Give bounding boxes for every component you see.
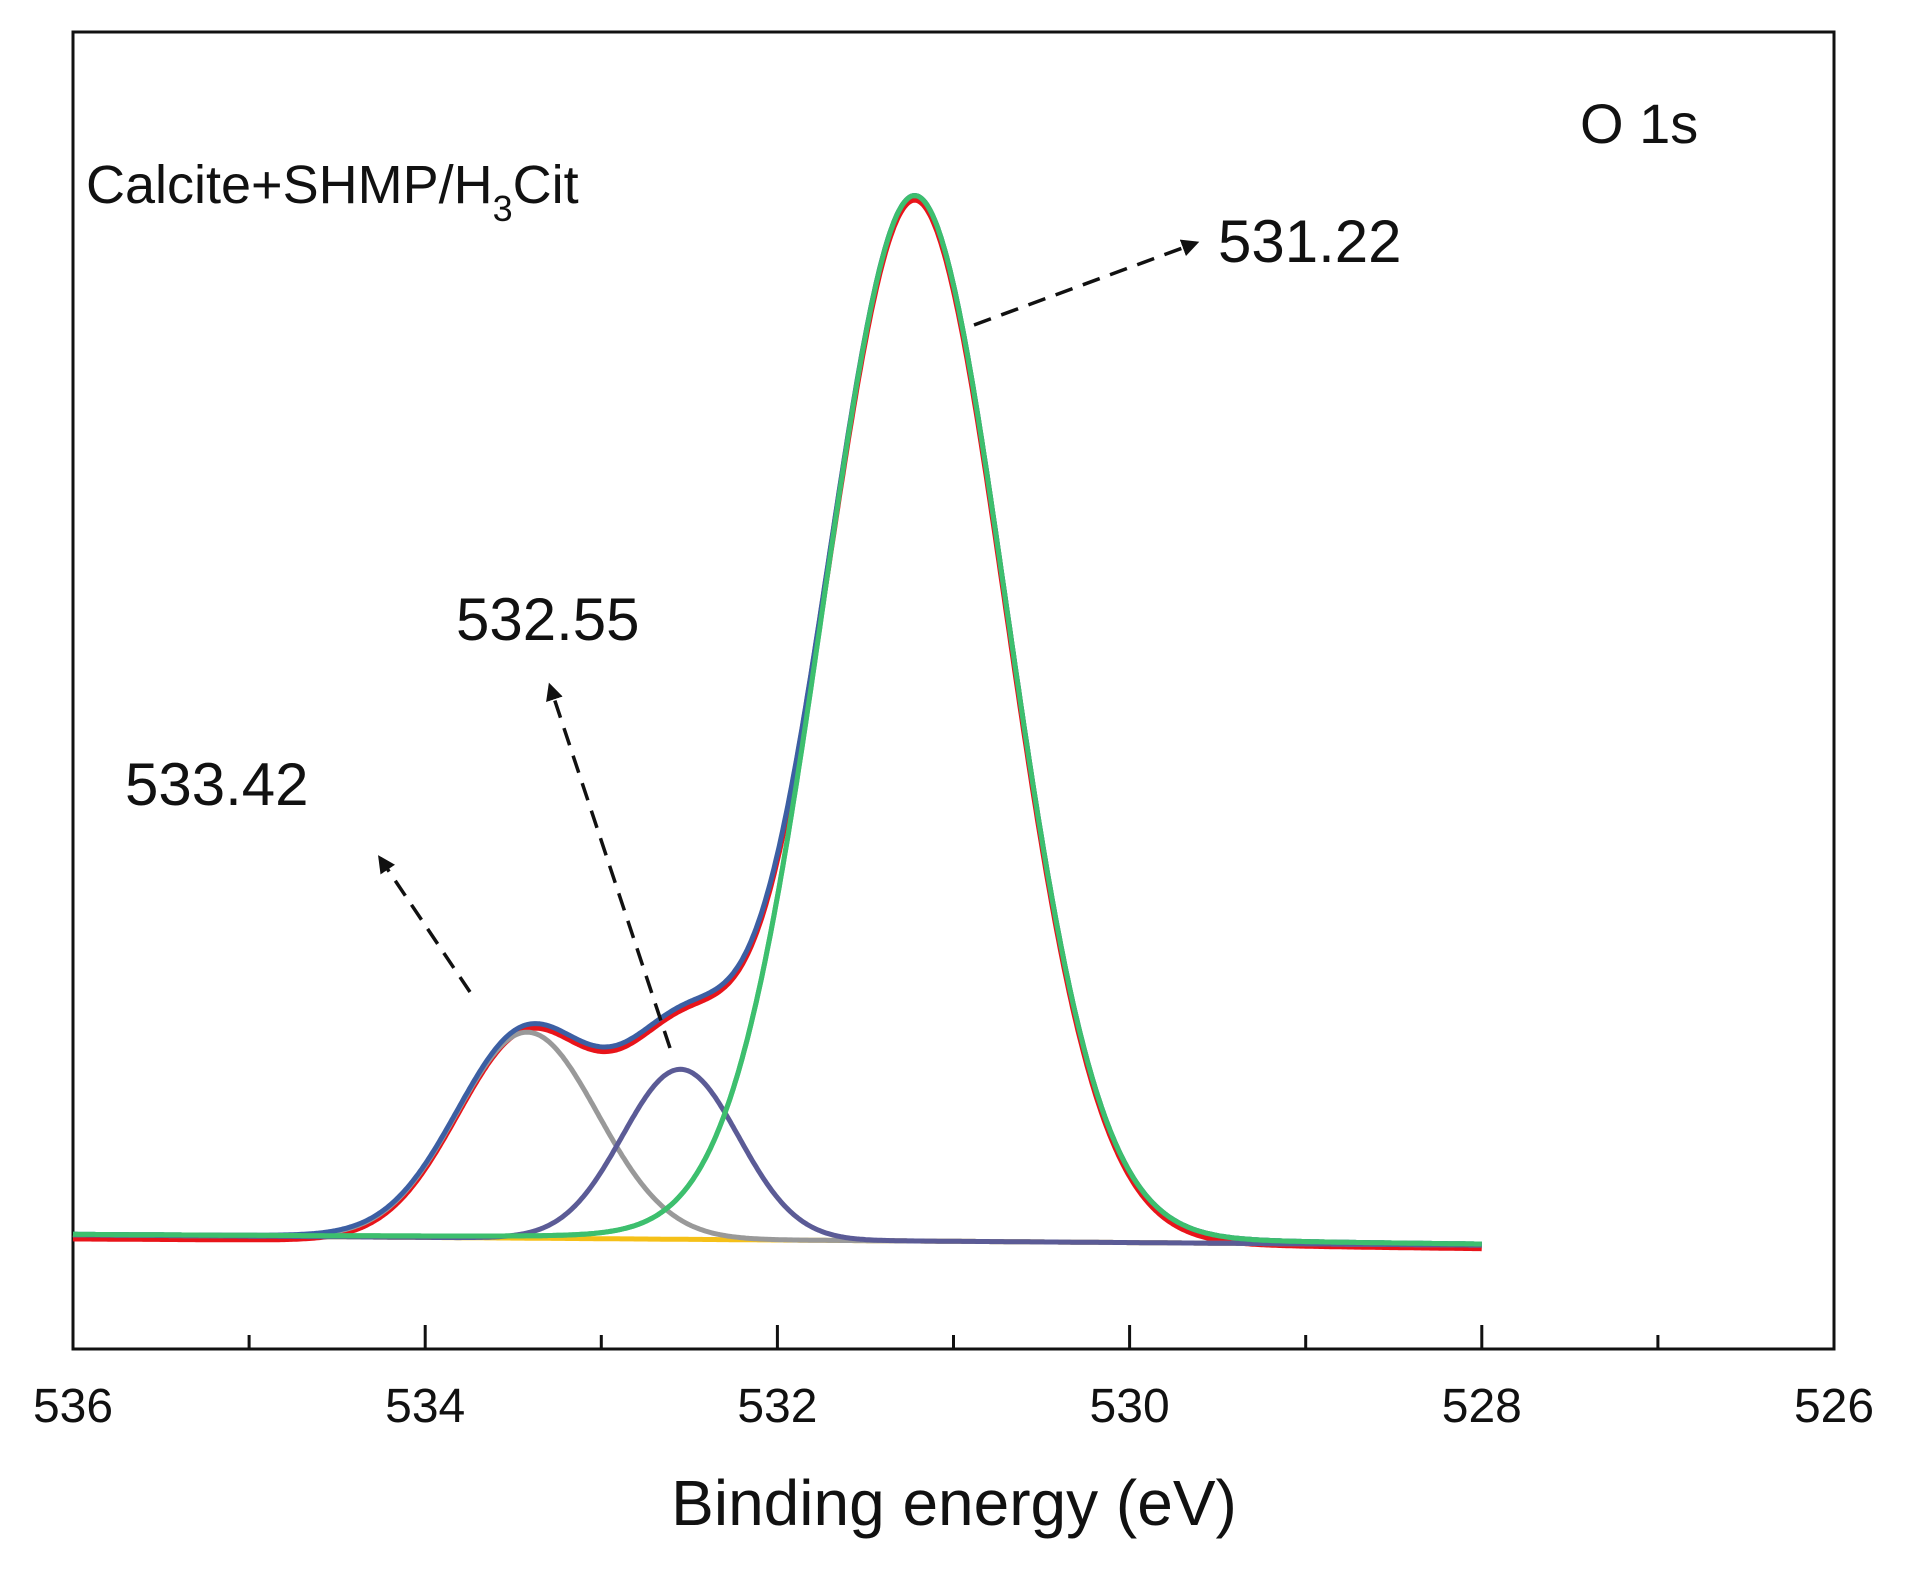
x-tick-label: 530 (1090, 1380, 1170, 1433)
sample-label: Calcite+SHMP/H3Cit (86, 155, 579, 229)
annotation-531-22: 531.22 (1218, 208, 1402, 275)
sample-label-subscript: 3 (493, 188, 513, 229)
envelope-line (72, 193, 1483, 1247)
x-tick-label: 526 (1794, 1380, 1874, 1433)
x-axis-ticks (71, 1325, 1836, 1349)
x-tick-label: 534 (385, 1380, 465, 1433)
annotation-532-55: 532.55 (456, 586, 640, 653)
region-label: O 1s (1580, 92, 1698, 155)
x-axis-title: Binding energy (eV) (671, 1467, 1237, 1539)
peak-532-55 (72, 1066, 1483, 1248)
sample-label-suffix: Cit (513, 155, 579, 215)
raw-data-line (71, 196, 1483, 1252)
x-tick-label: 528 (1442, 1380, 1522, 1433)
x-tick-label: 536 (33, 1380, 113, 1433)
x-axis-tick-labels: 536 534 532 530 528 526 (33, 1380, 1874, 1433)
peak-531-22 (72, 193, 1483, 1247)
arrow-532-55 (546, 682, 672, 1049)
peak-533-42 (72, 1029, 1483, 1248)
curves (71, 193, 1483, 1252)
arrow-533-42 (378, 855, 472, 993)
annotation-533-42: 533.42 (125, 751, 309, 818)
plot-frame (71, 30, 1836, 1351)
arrow-531-22 (973, 239, 1200, 327)
peak-531-22-top (72, 193, 1483, 1247)
sample-label-main: Calcite+SHMP/H (86, 155, 493, 215)
x-tick-label: 532 (737, 1380, 817, 1433)
